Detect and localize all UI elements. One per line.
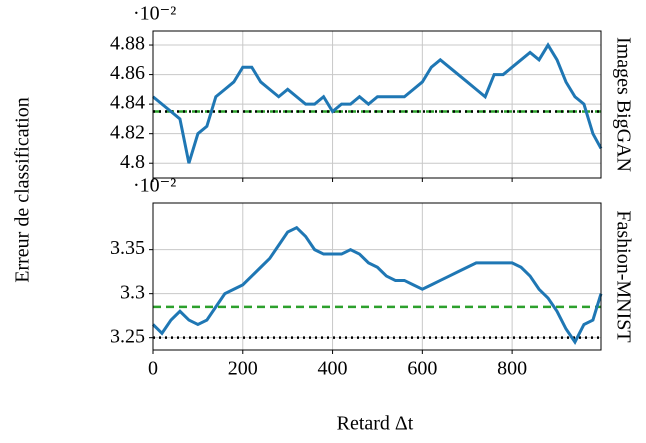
x-axis-label: Retard Δt: [337, 413, 414, 435]
y-tick-label: 4.82: [110, 121, 145, 143]
y-tick-label: 4.86: [110, 62, 145, 84]
x-tick-label: 600: [407, 358, 437, 380]
plot-frame: [152, 30, 602, 179]
y-tick-label: 3.3: [120, 281, 145, 303]
x-tick-label: 200: [228, 358, 258, 380]
axis-offset-label: ·10⁻²: [133, 3, 176, 25]
data-line: [152, 42, 603, 164]
y-tick-label: 4.88: [110, 33, 145, 55]
data-line: [151, 225, 603, 346]
plot-frame: [152, 202, 602, 351]
y-tick-label: 3.25: [110, 325, 145, 347]
x-tick-label: 800: [497, 358, 527, 380]
y-tick-label: 4.84: [110, 92, 145, 114]
x-tick-label: 0: [148, 358, 158, 380]
side-label: Images BigGAN: [612, 37, 634, 172]
x-tick-label: 400: [318, 358, 348, 380]
side-label: Fashion-MNIST: [612, 210, 634, 342]
y-tick-label: 4.8: [120, 151, 145, 173]
y-tick-label: 3.35: [110, 237, 145, 259]
axis-offset-label: ·10⁻²: [133, 175, 176, 197]
y-axis-label: Erreur de classification: [12, 97, 34, 282]
